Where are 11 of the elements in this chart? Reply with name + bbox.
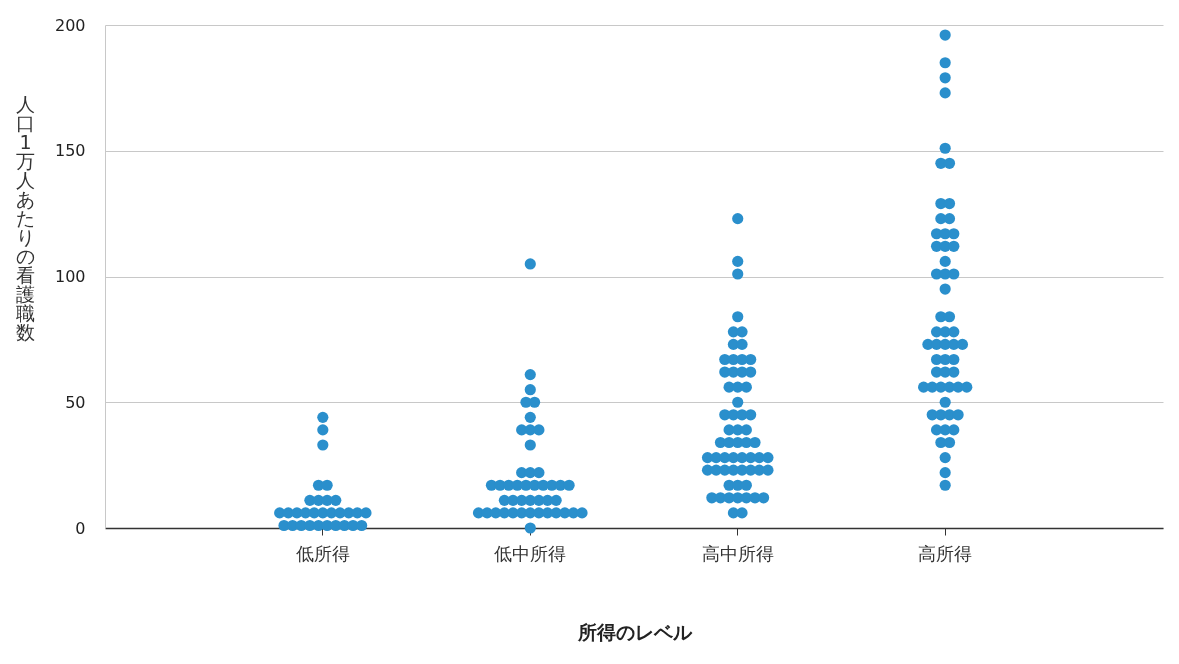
x-axis-title: 所得のレベル [576,620,693,643]
x-tick-label: 低中所得 [494,542,567,564]
x-tick-label: 高中所得 [701,542,774,564]
y-tick-label: 150 [54,141,86,161]
y-tick-label: 100 [54,267,86,286]
y-tick-label: 200 [54,15,86,35]
y-tick-label: 0 [75,518,86,538]
x-tick-label: 低所得 [295,542,350,564]
y-tick-label: 50 [65,392,86,412]
x-tick-label: 高所得 [918,542,973,564]
text: 人口1万人あたりの看護職数 [16,92,35,343]
